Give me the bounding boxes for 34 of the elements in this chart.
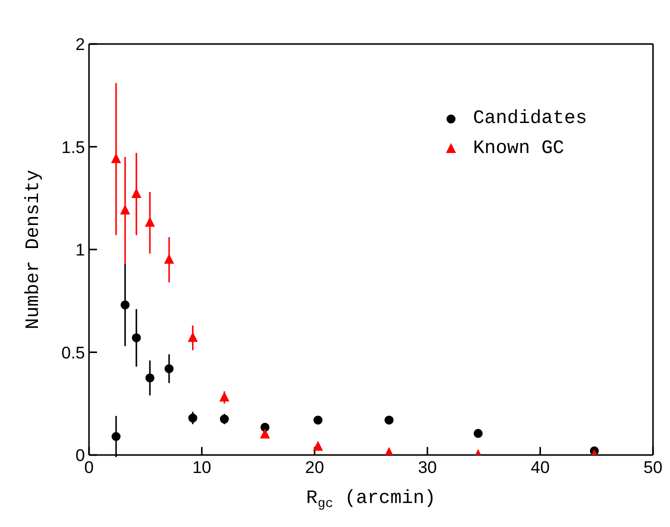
point (111, 153, 122, 164)
y-tick-label: 0.5 (61, 343, 85, 362)
legend-label: Known GC (472, 137, 564, 159)
point (220, 414, 229, 424)
y-tick-label: 1 (76, 240, 85, 260)
x-tick-label: 50 (644, 458, 662, 478)
x-tick-label: 30 (418, 458, 437, 478)
point (131, 188, 142, 198)
point (260, 428, 270, 438)
y-axis-title: Number Density (22, 170, 44, 330)
point (219, 391, 230, 402)
y-tick-label: 1.5 (61, 138, 85, 157)
x-tick-label: 10 (192, 458, 212, 478)
point (384, 416, 394, 425)
point (112, 432, 121, 442)
point (313, 416, 322, 425)
point (312, 440, 323, 451)
point (164, 254, 174, 264)
x-axis-title: R$_{gc}$ (arcmin) (306, 487, 436, 511)
point (164, 364, 174, 374)
legend-label: Candidates (472, 107, 587, 129)
x-tick-label: 40 (530, 458, 550, 478)
point (144, 216, 155, 227)
x-tick-label: 20 (305, 458, 324, 478)
y-tick-label: 0 (76, 446, 85, 466)
point (188, 332, 198, 342)
point (145, 373, 154, 382)
point (188, 414, 198, 423)
point (474, 428, 483, 438)
y-tick-label: 2 (76, 35, 85, 54)
point (132, 333, 141, 342)
point (120, 204, 130, 214)
point (120, 300, 130, 310)
point (260, 422, 270, 432)
